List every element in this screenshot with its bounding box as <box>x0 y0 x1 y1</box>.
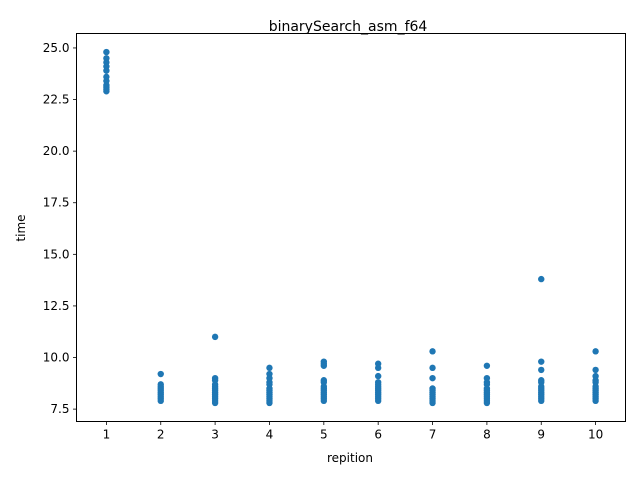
data-point <box>538 397 545 405</box>
data-point <box>538 366 545 374</box>
data-point <box>374 364 382 372</box>
x-tick-label: 5 <box>320 428 328 442</box>
y-tick-label: 7.5 <box>50 402 69 416</box>
data-point <box>538 275 545 283</box>
data-point <box>211 399 219 407</box>
data-point <box>374 372 382 380</box>
y-tick-label: 10.0 <box>43 351 70 365</box>
x-tick-label: 2 <box>157 428 165 442</box>
data-point <box>320 362 328 369</box>
data-point <box>103 88 110 95</box>
data-point <box>103 48 110 56</box>
data-point <box>592 366 599 374</box>
data-point <box>320 397 328 405</box>
x-tick-label: 3 <box>211 428 219 442</box>
x-axis-label: repition <box>327 451 373 465</box>
x-tick-label: 9 <box>537 428 545 442</box>
data-point <box>103 67 110 74</box>
data-point <box>157 370 164 378</box>
y-axis-label: time <box>14 214 28 241</box>
y-axis: 7.5 10.0 12.5 15.0 17.5 20.0 22.5 25.0 <box>43 41 77 416</box>
data-point <box>374 397 382 405</box>
x-tick-label: 6 <box>374 428 382 442</box>
y-tick-label: 17.5 <box>43 196 70 210</box>
x-axis: 1 2 3 4 5 6 7 8 9 10 <box>103 421 603 442</box>
plot-frame <box>76 33 626 422</box>
x-tick-label: 4 <box>266 428 274 442</box>
y-tick-label: 12.5 <box>43 299 70 313</box>
data-point <box>429 374 436 382</box>
data-point <box>429 399 436 407</box>
x-tick-label: 7 <box>429 428 437 442</box>
data-point <box>211 333 219 341</box>
y-tick-label: 20.0 <box>43 144 70 158</box>
plot-area <box>103 48 599 407</box>
x-tick-label: 1 <box>103 428 111 442</box>
x-tick-label: 10 <box>588 428 603 442</box>
data-point <box>538 358 545 365</box>
data-point <box>429 364 436 372</box>
data-point <box>592 348 599 355</box>
data-point <box>429 348 436 355</box>
y-tick-label: 15.0 <box>43 247 70 261</box>
y-tick-label: 25.0 <box>43 41 70 55</box>
data-point <box>483 362 491 369</box>
x-tick-label: 8 <box>483 428 491 442</box>
data-point <box>483 399 491 407</box>
chart-title: binarySearch_asm_f64 <box>269 19 428 35</box>
data-point <box>266 399 273 407</box>
data-point <box>592 397 599 405</box>
data-point <box>266 364 273 372</box>
data-point <box>157 397 164 405</box>
y-tick-label: 22.5 <box>43 93 70 107</box>
